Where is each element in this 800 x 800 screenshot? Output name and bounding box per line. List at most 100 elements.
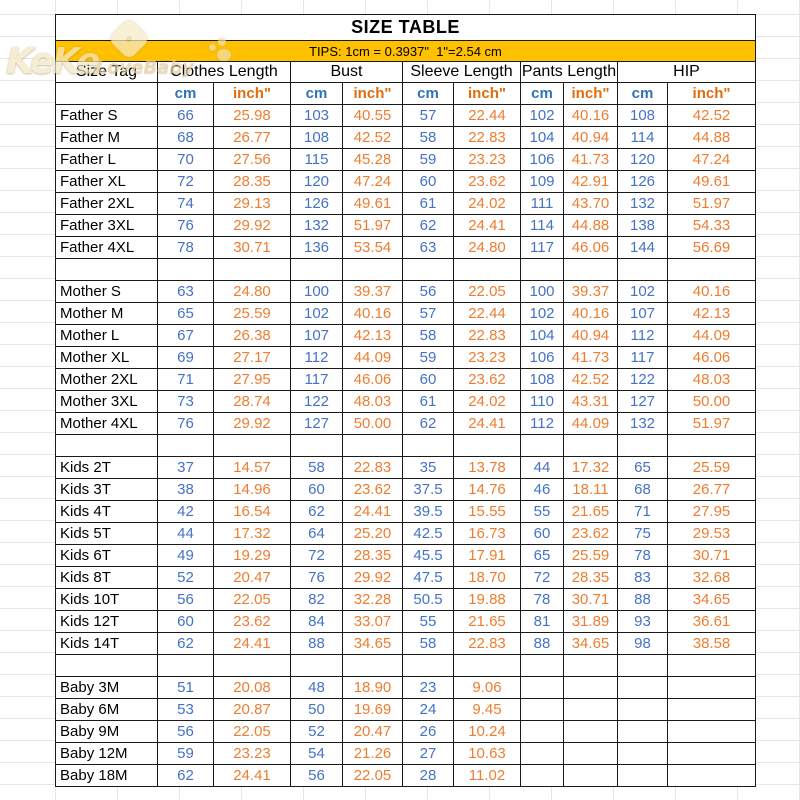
inch-value-cell: 17.91: [453, 544, 521, 567]
inch-value-cell: [563, 720, 618, 743]
cm-value-cell: 106: [520, 346, 564, 369]
table-row: Father 3XL 76 29.92 132 51.97 62 24.41 114 44.88…: [55, 214, 757, 237]
cm-value-cell: 122: [290, 390, 343, 413]
inch-value-cell: 49.61: [342, 192, 403, 215]
cm-value-cell: 76: [157, 214, 214, 237]
table-row: Father XL 72 28.35 120 47.24 60 23.62 109 42.91 1…: [55, 170, 757, 193]
inch-value-cell: 27.17: [213, 346, 291, 369]
inch-value-cell: [666, 698, 757, 721]
size-tag-cell: Father L: [55, 148, 158, 171]
empty-cell: [666, 258, 757, 281]
inch-value-cell: 29.92: [342, 566, 403, 589]
size-tag-cell: Kids 12T: [55, 610, 158, 633]
empty-cell: [213, 434, 291, 457]
size-tag-cell: Baby 18M: [55, 764, 158, 787]
cm-value-cell: 70: [157, 148, 214, 171]
inch-value-cell: 44.09: [342, 346, 403, 369]
inch-value-cell: 36.61: [666, 610, 757, 633]
cm-value-cell: 78: [157, 236, 214, 259]
cm-value-cell: 108: [290, 126, 343, 149]
cm-value-cell: 120: [290, 170, 343, 193]
table-row: Father S 66 25.98 103 40.55 57 22.44 102 40.16 10…: [55, 104, 757, 127]
table-row: Kids 4T 42 16.54 62 24.41 39.5 15.55 55 21.65 71 2…: [55, 500, 757, 523]
size-tag-cell: Father 4XL: [55, 236, 158, 259]
inch-value-cell: 38.58: [666, 632, 757, 655]
inch-value-cell: 54.33: [666, 214, 757, 237]
inch-value-cell: [563, 698, 618, 721]
inch-value-cell: 45.28: [342, 148, 403, 171]
size-tag-cell: Mother S: [55, 280, 158, 303]
cm-value-cell: 72: [157, 170, 214, 193]
inch-value-cell: 9.45: [453, 698, 521, 721]
cm-value-cell: 112: [617, 324, 668, 347]
cm-value-cell: 98: [617, 632, 668, 655]
size-tag-cell: Mother 2XL: [55, 368, 158, 391]
cm-value-cell: [617, 764, 668, 787]
inch-value-cell: 24.80: [213, 280, 291, 303]
size-tag-cell: Father XL: [55, 170, 158, 193]
inch-value-cell: 18.90: [342, 676, 403, 699]
inch-value-cell: 28.35: [563, 566, 618, 589]
empty-cell: [563, 654, 618, 677]
inch-value-cell: 32.68: [666, 566, 757, 589]
inch-value-cell: 11.02: [453, 764, 521, 787]
empty-cell: [520, 434, 564, 457]
inch-value-cell: 51.97: [666, 192, 757, 215]
unit-inch-label: inch": [563, 82, 618, 105]
size-tag-cell: Baby 3M: [55, 676, 158, 699]
inch-value-cell: 29.13: [213, 192, 291, 215]
inch-value-cell: 22.44: [453, 302, 521, 325]
inch-value-cell: 19.69: [342, 698, 403, 721]
cm-value-cell: [617, 720, 668, 743]
inch-value-cell: 17.32: [213, 522, 291, 545]
cm-value-cell: 111: [520, 192, 564, 215]
table-row: Kids 2T 37 14.57 58 22.83 35 13.78 44 17.32 65 25.…: [55, 456, 757, 479]
cm-value-cell: 38: [157, 478, 214, 501]
inch-value-cell: 21.65: [453, 610, 521, 633]
cm-value-cell: 48: [290, 676, 343, 699]
cm-value-cell: 78: [617, 544, 668, 567]
cm-value-cell: 55: [520, 500, 564, 523]
unit-cm-label: cm: [157, 82, 214, 105]
cm-value-cell: [520, 742, 564, 765]
inch-value-cell: 31.89: [563, 610, 618, 633]
unit-inch-label: inch": [666, 82, 757, 105]
inch-value-cell: [563, 676, 618, 699]
cm-value-cell: 117: [617, 346, 668, 369]
cm-value-cell: 100: [290, 280, 343, 303]
cm-value-cell: 62: [157, 764, 214, 787]
inch-value-cell: 24.41: [213, 764, 291, 787]
cm-value-cell: 54: [290, 742, 343, 765]
inch-value-cell: 26.77: [666, 478, 757, 501]
cm-value-cell: [617, 742, 668, 765]
tips-banner: TIPS: 1cm = 0.3937" 1"=2.54 cm: [54, 40, 757, 62]
empty-cell: [563, 434, 618, 457]
cm-value-cell: 74: [157, 192, 214, 215]
empty-cell: [402, 258, 454, 281]
table-row: Baby 18M 62 24.41 56 22.05 28 11.02: [55, 764, 757, 787]
cm-value-cell: 112: [520, 412, 564, 435]
cm-value-cell: 46: [520, 478, 564, 501]
inch-value-cell: 22.83: [453, 126, 521, 149]
size-tag-cell: Baby 9M: [55, 720, 158, 743]
cm-value-cell: 28: [402, 764, 454, 787]
inch-value-cell: 50.00: [666, 390, 757, 413]
inch-value-cell: 41.73: [563, 148, 618, 171]
cm-value-cell: 126: [617, 170, 668, 193]
inch-value-cell: 48.03: [342, 390, 403, 413]
table-row: Baby 3M 51 20.08 48 18.90 23 9.06: [55, 676, 757, 699]
cm-value-cell: 59: [157, 742, 214, 765]
cm-value-cell: 60: [402, 368, 454, 391]
cm-value-cell: 62: [157, 632, 214, 655]
cm-value-cell: 102: [617, 280, 668, 303]
inch-value-cell: 23.62: [453, 170, 521, 193]
cm-value-cell: 60: [402, 170, 454, 193]
cm-value-cell: 56: [157, 588, 214, 611]
inch-value-cell: 20.47: [342, 720, 403, 743]
inch-value-cell: 48.03: [666, 368, 757, 391]
table-row: Mother L 67 26.38 107 42.13 58 22.83 104 40.94 11…: [55, 324, 757, 347]
cm-value-cell: 56: [402, 280, 454, 303]
size-tag-cell: Father 2XL: [55, 192, 158, 215]
col-header-bust: Bust: [290, 61, 403, 83]
cm-value-cell: 59: [402, 346, 454, 369]
